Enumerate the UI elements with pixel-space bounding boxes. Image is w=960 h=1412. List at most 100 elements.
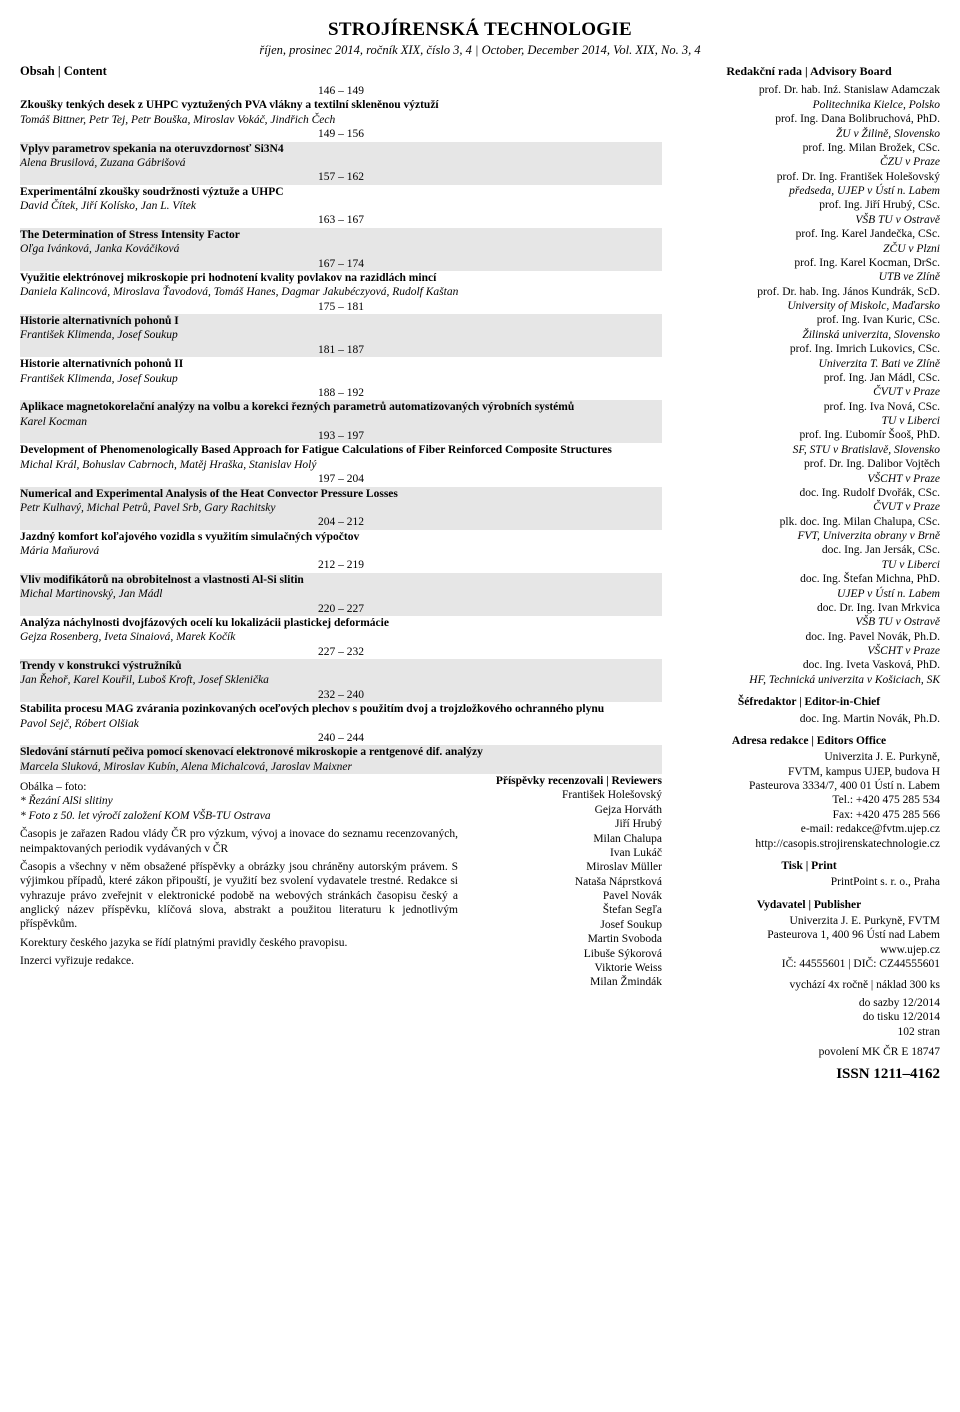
board-member-name: prof. Ing. Karel Kocman, DrSc. — [678, 256, 940, 270]
board-member-name: prof. Ing. Jan Mádl, CSc. — [678, 371, 940, 385]
entry-pages: 149 – 156 — [20, 127, 662, 141]
publisher-line: Pasteurova 1, 400 96 Ústí nad Labem — [678, 928, 940, 942]
board-member-name: prof. Dr. hab. Inź. Stanislaw Adamczak — [678, 83, 940, 97]
print-heading: Tisk | Print — [678, 859, 940, 873]
date-line: do tisku 12/2014 — [678, 1010, 940, 1024]
reviewer-name: Ivan Lukáč — [472, 846, 662, 860]
journal-title: STROJÍRENSKÁ TECHNOLOGIE — [20, 18, 940, 42]
entry-pages: 157 – 162 — [20, 170, 662, 184]
reviewer-name: Gejza Horváth — [472, 803, 662, 817]
entry-title: Development of Phenomenologically Based … — [20, 443, 662, 457]
reviewer-name: Nataša Náprstková — [472, 875, 662, 889]
cover-heading: Obálka – foto: — [20, 780, 458, 794]
entry-authors: Gejza Rosenberg, Iveta Sinaiová, Marek K… — [20, 630, 662, 644]
entry-authors: Tomáš Bittner, Petr Tej, Petr Bouška, Mi… — [20, 113, 662, 127]
board-member-name: doc. Ing. Rudolf Dvořák, CSc. — [678, 486, 940, 500]
board-member-name: prof. Ing. Imrich Lukovics, CSc. — [678, 342, 940, 356]
board-member-affiliation: UTB ve Zlíně — [678, 270, 940, 284]
board-member-affiliation: ŽU v Žilině, Slovensko — [678, 127, 940, 141]
board-member-affiliation: ČVUT v Praze — [678, 385, 940, 399]
entry-authors: Michal Martinovský, Jan Mádl — [20, 587, 662, 601]
date-line: do sazby 12/2014 — [678, 996, 940, 1010]
board-member: doc. Ing. Pavel Novák, Ph.D.VŠCHT v Praz… — [678, 630, 940, 659]
entry-pages: 188 – 192 — [20, 386, 662, 400]
print-line: PrintPoint s. r. o., Praha — [678, 875, 940, 889]
board-member: prof. Dr. hab. Inź. Stanislaw AdamczakPo… — [678, 83, 940, 112]
board-member: doc. Dr. Ing. Ivan MrkvicaVŠB TU v Ostra… — [678, 601, 940, 630]
entry-pages: 204 – 212 — [20, 515, 662, 529]
board-member: prof. Ing. Milan Brožek, CSc.ČZU v Praze — [678, 141, 940, 170]
toc-entry: Analýza náchylnosti dvojfázových ocelí k… — [20, 616, 662, 645]
toc-entry: Vplyv parametrov spekania na oteruvzdorn… — [20, 142, 662, 171]
reviewer-name: Josef Soukup — [472, 918, 662, 932]
board-member: prof. Dr. Ing. Dalibor VojtěchVŠCHT v Pr… — [678, 457, 940, 486]
office-line: Fax: +420 475 285 566 — [678, 808, 940, 822]
entry-authors: František Klimenda, Josef Soukup — [20, 328, 662, 342]
entry-pages: 193 – 197 — [20, 429, 662, 443]
reviewer-name: Viktorie Weiss — [472, 961, 662, 975]
publisher-heading: Vydavatel | Publisher — [678, 898, 940, 912]
reviewer-name: Jiří Hrubý — [472, 817, 662, 831]
editor-chief-name: doc. Ing. Martin Novák, Ph.D. — [678, 712, 940, 726]
reviewers-block: Příspěvky recenzovali | Reviewers Franti… — [472, 774, 662, 990]
board-member: prof. Ing. Dana Bolibruchová, PhD.ŽU v Ž… — [678, 112, 940, 141]
board-member-affiliation: ZČU v Plzni — [678, 242, 940, 256]
toc-entry: Numerical and Experimental Analysis of t… — [20, 487, 662, 516]
entry-pages: 227 – 232 — [20, 645, 662, 659]
entry-authors: František Klimenda, Josef Soukup — [20, 372, 662, 386]
entry-title: Sledování stárnutí pečiva pomocí skenova… — [20, 745, 662, 759]
office-line: Tel.: +420 475 285 534 — [678, 793, 940, 807]
entry-title: Aplikace magnetokorelační analýzy na vol… — [20, 400, 662, 414]
board-member-name: doc. Ing. Štefan Michna, PhD. — [678, 572, 940, 586]
board-member-name: doc. Dr. Ing. Ivan Mrkvica — [678, 601, 940, 615]
office-line: Univerzita J. E. Purkyně, — [678, 750, 940, 764]
toc-entry: Experimentální zkoušky soudržnosti výztu… — [20, 185, 662, 214]
board-member-affiliation: Univerzita T. Bati ve Zlíně — [678, 357, 940, 371]
board-member-affiliation: University of Miskolc, Maďarsko — [678, 299, 940, 313]
board-member-name: prof. Dr. Ing. Dalibor Vojtěch — [678, 457, 940, 471]
entry-authors: Pavol Sejč, Róbert Olšiak — [20, 717, 662, 731]
contents-heading: Obsah | Content — [20, 64, 662, 80]
entry-title: The Determination of Stress Intensity Fa… — [20, 228, 662, 242]
board-member: plk. doc. Ing. Milan Chalupa, CSc.FVT, U… — [678, 515, 940, 544]
toc-entry: Sledování stárnutí pečiva pomocí skenova… — [20, 745, 662, 774]
entry-pages: 220 – 227 — [20, 602, 662, 616]
entry-authors: Karel Kocman — [20, 415, 662, 429]
entry-pages: 240 – 244 — [20, 731, 662, 745]
entry-authors: Oľga Ivánková, Janka Kováčiková — [20, 242, 662, 256]
entry-pages: 232 – 240 — [20, 688, 662, 702]
board-member-name: prof. Ing. Ľubomír Šooš, PhD. — [678, 428, 940, 442]
toc-entry: Jazdný komfort koľajového vozidla s využ… — [20, 530, 662, 559]
board-member-affiliation: Politechnika Kielce, Polsko — [678, 98, 940, 112]
board-member: prof. Ing. Jan Mádl, CSc.ČVUT v Praze — [678, 371, 940, 400]
reviewer-name: Libuše Sýkorová — [472, 947, 662, 961]
entry-authors: Marcela Sluková, Miroslav Kubín, Alena M… — [20, 760, 662, 774]
board-member-affiliation: TU v Liberci — [678, 558, 940, 572]
disclaimer-2: Časopis a všechny v něm obsažené příspěv… — [20, 860, 458, 932]
board-member-name: prof. Dr. hab. Ing. János Kundrák, ScD. — [678, 285, 940, 299]
entry-pages: 197 – 204 — [20, 472, 662, 486]
date-line: 102 stran — [678, 1025, 940, 1039]
editors-office-heading: Adresa redakce | Editors Office — [678, 734, 940, 748]
sidebar-column: Redakční rada | Advisory Board prof. Dr.… — [678, 64, 940, 1084]
circulation: vychází 4x ročně | náklad 300 ks — [678, 978, 940, 992]
entry-title: Vplyv parametrov spekania na oteruvzdorn… — [20, 142, 662, 156]
entry-authors: Petr Kulhavý, Michal Petrů, Pavel Srb, G… — [20, 501, 662, 515]
reviewer-name: Milan Chalupa — [472, 832, 662, 846]
reviewer-name: Pavel Novák — [472, 889, 662, 903]
board-member-name: prof. Dr. Ing. František Holešovský — [678, 170, 940, 184]
contents-column: Obsah | Content 146 – 149Zkoušky tenkých… — [20, 64, 662, 1084]
toc-entry: Historie alternativních pohonů IIFrantiš… — [20, 357, 662, 386]
publisher-line: Univerzita J. E. Purkyně, FVTM — [678, 914, 940, 928]
entry-title: Stabilita procesu MAG zvárania pozinkova… — [20, 702, 662, 716]
entry-title: Experimentální zkoušky soudržnosti výztu… — [20, 185, 662, 199]
board-member-affiliation: HF, Technická univerzita v Košiciach, SK — [678, 673, 940, 687]
board-member-name: prof. Ing. Dana Bolibruchová, PhD. — [678, 112, 940, 126]
entry-title: Využitie elektrónovej mikroskopie pri ho… — [20, 271, 662, 285]
board-member-name: prof. Ing. Ivan Kuric, CSc. — [678, 313, 940, 327]
toc-entry: Historie alternativních pohonů IFrantiše… — [20, 314, 662, 343]
reviewer-name: Štefan Segľa — [472, 903, 662, 917]
board-member: prof. Ing. Karel Jandečka, CSc.ZČU v Plz… — [678, 227, 940, 256]
toc-entry: Development of Phenomenologically Based … — [20, 443, 662, 472]
board-member-affiliation: VŠB TU v Ostravě — [678, 213, 940, 227]
